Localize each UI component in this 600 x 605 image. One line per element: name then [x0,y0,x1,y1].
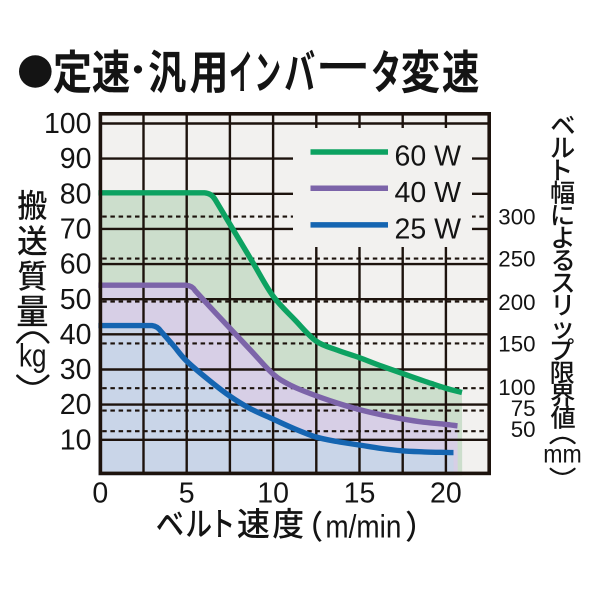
svg-text:40: 40 [60,319,92,351]
svg-text:40 W: 40 W [395,177,462,209]
svg-text:150: 150 [498,332,535,357]
svg-text:30: 30 [60,354,92,386]
svg-text:80: 80 [60,178,92,210]
svg-text:10: 10 [60,424,92,456]
svg-text:25 W: 25 W [395,213,462,245]
svg-text:15: 15 [344,478,376,510]
svg-text:50: 50 [60,284,92,316]
svg-text:5: 5 [179,478,195,510]
svg-text:10: 10 [257,478,289,510]
svg-text:m/min: m/min [325,509,401,545]
svg-text:60 W: 60 W [395,141,462,173]
svg-text:70: 70 [60,214,92,246]
svg-text:200: 200 [498,290,535,315]
svg-text:100: 100 [44,108,92,140]
svg-text:60: 60 [60,249,92,281]
svg-text:300: 300 [498,204,535,229]
svg-text:90: 90 [60,143,92,175]
svg-text:50: 50 [511,417,536,442]
svg-text:20: 20 [430,478,462,510]
svg-text:250: 250 [498,246,535,271]
svg-text:75: 75 [511,396,536,421]
svg-text:mm: mm [543,440,582,468]
svg-text:20: 20 [60,389,92,421]
svg-text:0: 0 [92,478,108,510]
svg-text:kg: kg [19,338,47,374]
svg-text:100: 100 [498,375,535,400]
